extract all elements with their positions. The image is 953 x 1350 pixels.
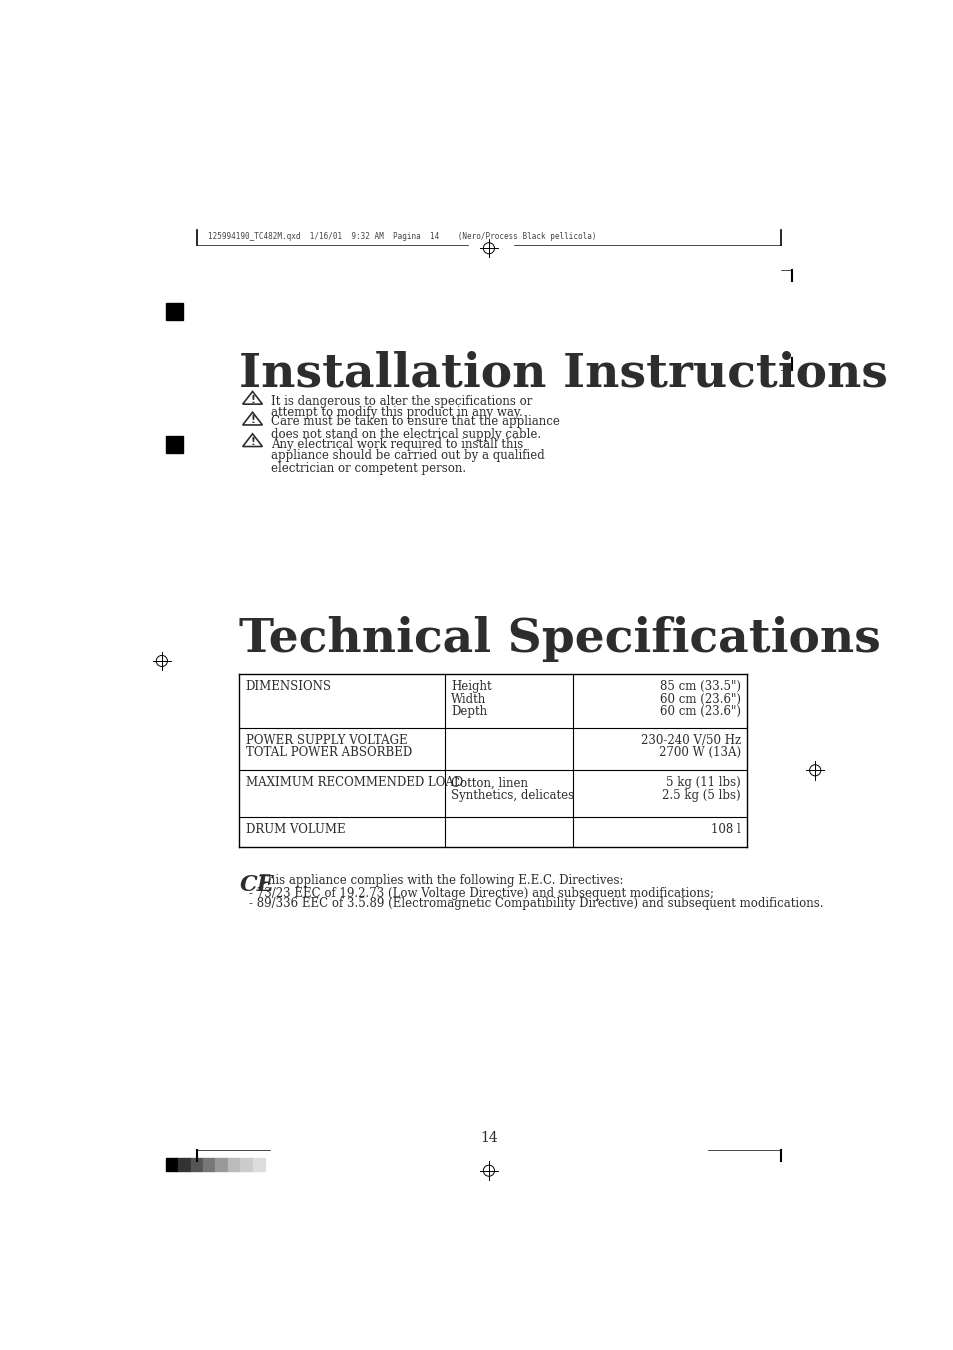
Text: DRUM VOLUME: DRUM VOLUME: [245, 822, 345, 836]
Text: 108 l: 108 l: [710, 822, 740, 836]
Text: !: !: [250, 416, 254, 425]
Text: 5 kg (11 lbs): 5 kg (11 lbs): [665, 776, 740, 790]
Text: POWER SUPPLY VOLTAGE: POWER SUPPLY VOLTAGE: [245, 734, 407, 747]
Text: Synthetics, delicates: Synthetics, delicates: [451, 788, 574, 802]
Text: MAXIMUM RECOMMENDED LOAD: MAXIMUM RECOMMENDED LOAD: [245, 776, 462, 790]
Text: Width: Width: [451, 693, 486, 706]
Bar: [240, 1158, 253, 1170]
Text: This appliance complies with the following E.E.C. Directives:: This appliance complies with the followi…: [260, 875, 623, 887]
Bar: [178, 1158, 191, 1170]
Bar: [228, 1158, 240, 1170]
Text: DIMENSIONS: DIMENSIONS: [245, 680, 332, 693]
Text: Any electrical work required to install this: Any electrical work required to install …: [271, 437, 523, 451]
Text: does not stand on the electrical supply cable.: does not stand on the electrical supply …: [271, 428, 540, 440]
Text: 14: 14: [479, 1131, 497, 1145]
Text: Care must be taken to ensure that the appliance: Care must be taken to ensure that the ap…: [271, 416, 559, 428]
Text: 125994190_TC482M.qxd  1/16/01  9:32 AM  Pagina  14    (Nero/Process Black pellic: 125994190_TC482M.qxd 1/16/01 9:32 AM Pag…: [208, 232, 597, 242]
Text: 2700 W (13A): 2700 W (13A): [658, 747, 740, 760]
Bar: [203, 1158, 215, 1170]
Bar: [191, 1158, 203, 1170]
Text: TOTAL POWER ABSORBED: TOTAL POWER ABSORBED: [245, 747, 412, 760]
Text: electrician or competent person.: electrician or competent person.: [271, 462, 466, 475]
Bar: [215, 1158, 228, 1170]
Text: attempt to modify this product in any way.: attempt to modify this product in any wa…: [271, 406, 522, 418]
Bar: [166, 302, 183, 320]
Text: Depth: Depth: [451, 705, 487, 718]
Text: CE: CE: [239, 875, 274, 896]
Text: Cotton, linen: Cotton, linen: [451, 776, 527, 790]
Bar: [166, 436, 183, 454]
Text: Height: Height: [451, 680, 491, 693]
Text: !: !: [250, 394, 254, 405]
Text: It is dangerous to alter the specifications or: It is dangerous to alter the specificati…: [271, 394, 532, 408]
Text: !: !: [250, 437, 254, 447]
Text: Technical Specifications: Technical Specifications: [239, 617, 881, 663]
Text: - 73/23 EEC of 19.2.73 (Low Voltage Directive) and subsequent modifications;: - 73/23 EEC of 19.2.73 (Low Voltage Dire…: [249, 887, 714, 899]
Bar: [253, 1158, 265, 1170]
Text: Installation Instructions: Installation Instructions: [239, 351, 887, 397]
Text: 60 cm (23.6"): 60 cm (23.6"): [659, 693, 740, 706]
Text: 230-240 V/50 Hz: 230-240 V/50 Hz: [640, 734, 740, 747]
Bar: [166, 1158, 178, 1170]
Text: - 89/336 EEC of 3.5.89 (Electromagnetic Compatibility Directive) and subsequent : - 89/336 EEC of 3.5.89 (Electromagnetic …: [249, 898, 823, 910]
Text: 2.5 kg (5 lbs): 2.5 kg (5 lbs): [661, 788, 740, 802]
Text: 60 cm (23.6"): 60 cm (23.6"): [659, 705, 740, 718]
Text: appliance should be carried out by a qualified: appliance should be carried out by a qua…: [271, 450, 544, 462]
Text: 85 cm (33.5"): 85 cm (33.5"): [659, 680, 740, 693]
